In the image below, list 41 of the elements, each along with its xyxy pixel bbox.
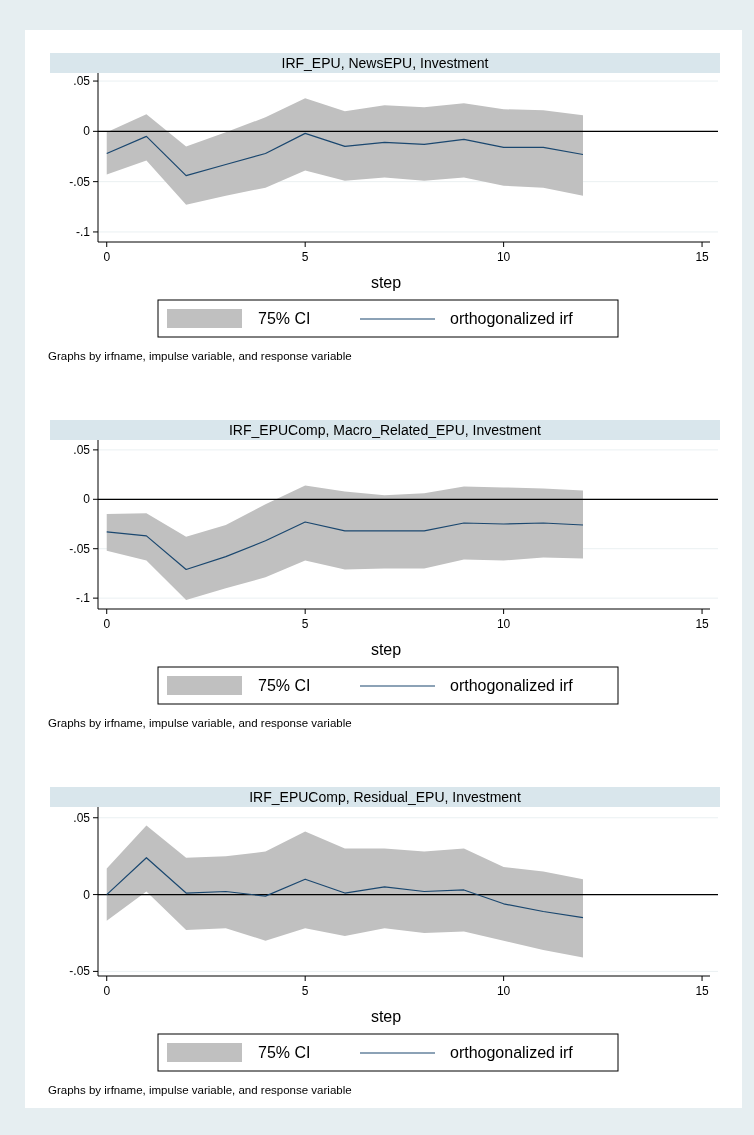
x-tick-label: 0 (103, 250, 111, 264)
line-series (106, 857, 584, 919)
y-tick-label: 0 (83, 492, 91, 507)
text: 75% CI (258, 1044, 311, 1061)
y-tick-label: .05 (73, 442, 91, 457)
x-tick-label: 10 (496, 617, 511, 631)
x-tick-label: 0 (103, 617, 111, 631)
x-axis-title: step (370, 1008, 402, 1025)
x-tick-label: 5 (301, 984, 309, 998)
y-tick-label: -.05 (69, 174, 91, 189)
text: 75% CI (258, 677, 311, 694)
y-tick-label: -.1 (75, 591, 91, 606)
y-tick-label: -.05 (69, 541, 91, 556)
x-tick-label: 15 (695, 250, 710, 264)
x-axis-title: step (370, 274, 402, 291)
x-axis-title: step (370, 641, 402, 658)
x-tick-label: 10 (496, 984, 511, 998)
text: Graphs by irfname, impulse variable, and response variable (48, 1084, 352, 1096)
legend-label: orthogonalized irf (450, 310, 574, 327)
chart-title: IRF_EPU, NewsEPU, Investment (281, 55, 489, 71)
x-tick-label: 0 (103, 984, 111, 998)
chart-title: IRF_EPUComp, Residual_EPU, Investment (249, 789, 521, 805)
y-tick-label: .05 (73, 810, 91, 825)
x-tick-label: 15 (695, 984, 710, 998)
y-tick-label: 0 (83, 887, 91, 902)
x-tick-label: 15 (695, 617, 710, 631)
x-tick-label: 5 (301, 617, 309, 631)
legend-label: orthogonalized irf (450, 1044, 574, 1061)
x-tick-label: 5 (301, 250, 309, 264)
y-tick-label: -.1 (75, 224, 91, 239)
x-tick-label: 10 (496, 250, 511, 264)
y-tick-label: .05 (73, 74, 91, 89)
chart-title: IRF_EPUComp, Macro_Related_EPU, Investment (228, 422, 542, 438)
legend-label: orthogonalized irf (450, 677, 574, 694)
text: Graphs by irfname, impulse variable, and response variable (48, 350, 352, 362)
line-series (106, 132, 584, 177)
line-series (106, 521, 584, 571)
text: Graphs by irfname, impulse variable, and response variable (48, 717, 352, 729)
y-tick-label: 0 (83, 124, 91, 139)
text: 75% CI (258, 310, 311, 327)
y-tick-label: -.05 (69, 964, 91, 979)
